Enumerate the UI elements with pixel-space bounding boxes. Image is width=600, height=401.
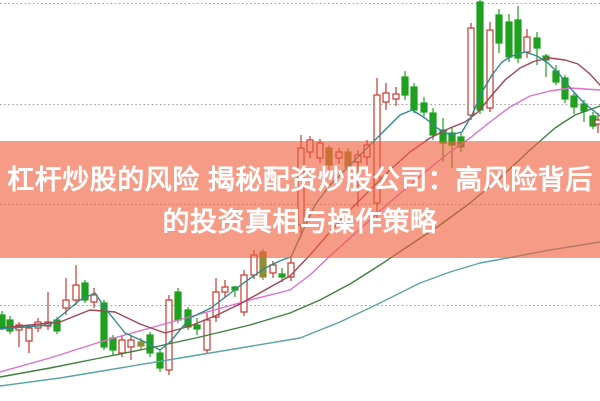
candle-body — [287, 262, 295, 278]
candle-body — [240, 274, 248, 313]
candle-body — [486, 29, 494, 109]
candle-body — [523, 36, 531, 53]
candle-body — [25, 327, 33, 342]
candle-body — [0, 314, 6, 328]
candle-body — [118, 339, 126, 354]
candle-body — [476, 1, 484, 111]
candle-body — [410, 86, 418, 111]
candle-body — [392, 93, 400, 100]
candle-body — [533, 37, 541, 49]
candle-body — [495, 14, 503, 44]
candle-body — [193, 324, 201, 330]
headline-overlay: 杠杆炒股的风险 揭秘配资炒股公司：高风险背后 的投资真相与操作策略 — [0, 141, 600, 258]
candle-body — [109, 337, 117, 351]
candle-body — [165, 299, 173, 371]
ma-line-ma60 — [0, 241, 600, 387]
candle-body — [580, 103, 588, 112]
candle-body — [81, 282, 89, 301]
candle-body — [269, 264, 277, 274]
candle-body — [467, 27, 475, 116]
candle-body — [382, 92, 390, 103]
candle-body — [72, 284, 80, 301]
headline-line-2: 的投资真相与操作策略 — [162, 206, 438, 237]
candle-body — [127, 339, 135, 348]
headline-line-1: 杠杆炒股的风险 揭秘配资炒股公司：高风险背后 — [7, 164, 593, 195]
candle-body — [505, 21, 513, 58]
candle-body — [137, 341, 145, 347]
candle-body — [250, 254, 258, 276]
candle-body — [570, 95, 578, 108]
candle-body — [514, 19, 522, 59]
candle-body — [401, 76, 409, 96]
candle-body — [221, 286, 229, 293]
candle-body — [420, 102, 428, 113]
candle-body — [594, 119, 600, 125]
candle-body — [90, 294, 98, 303]
candle-body — [100, 302, 108, 348]
candle-body — [278, 273, 286, 278]
candle-body — [174, 291, 182, 321]
candle-body — [6, 319, 14, 332]
candle-body — [62, 299, 70, 309]
